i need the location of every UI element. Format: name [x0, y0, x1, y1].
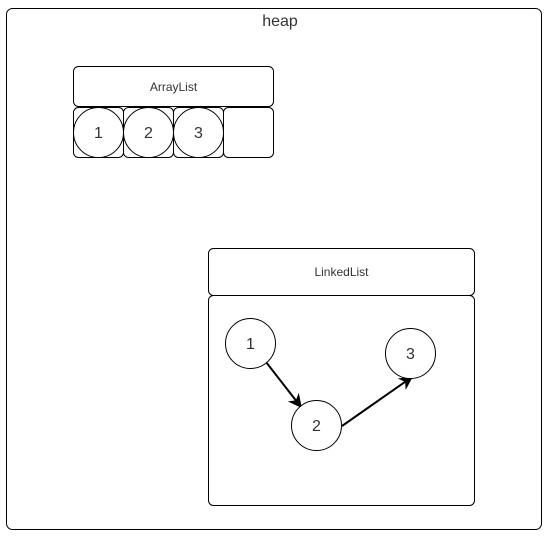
- arraylist-element-label: 3: [194, 125, 203, 142]
- linkedlist-node-circle: [225, 318, 276, 369]
- linkedlist-node-circle: [385, 328, 436, 379]
- arraylist-cell: 3: [173, 107, 224, 158]
- arraylist-cell: 2: [123, 107, 174, 158]
- linkedlist-node: 2: [291, 400, 342, 451]
- linkedlist-node-circle: [291, 400, 342, 451]
- linkedlist-edge-2-3: [341, 376, 414, 427]
- linkedlist-node-label: 1: [246, 336, 255, 353]
- linkedlist-node: 3: [385, 328, 436, 379]
- arraylist-title: ArrayList: [150, 80, 198, 94]
- arraylist-cell-box: [223, 107, 274, 158]
- arraylist-element-label: 1: [94, 125, 103, 142]
- arraylist-header: [73, 66, 274, 107]
- arraylist-cell: 1: [73, 107, 124, 158]
- linkedlist-title: LinkedList: [314, 265, 369, 279]
- arraylist-element-label: 2: [144, 125, 153, 142]
- linkedlist-edge-1-2: [265, 361, 302, 409]
- linkedlist-node-label: 2: [312, 418, 321, 435]
- linkedlist-node: 1: [225, 318, 276, 369]
- linkedlist-node-label: 3: [406, 346, 415, 363]
- arraylist-cell-empty: [223, 107, 274, 158]
- heap-title: heap: [262, 13, 298, 30]
